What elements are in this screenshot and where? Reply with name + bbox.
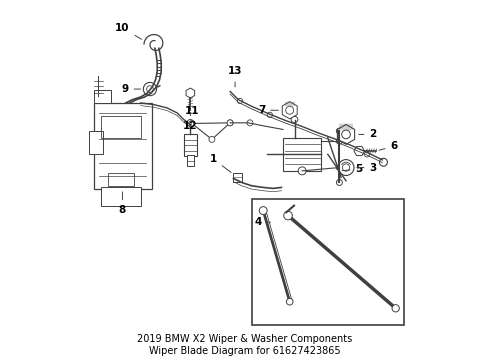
- Circle shape: [267, 112, 272, 117]
- Text: 12: 12: [183, 112, 197, 131]
- Circle shape: [143, 82, 157, 96]
- Circle shape: [227, 120, 233, 126]
- Bar: [94, 90, 111, 103]
- Text: 6: 6: [379, 141, 398, 151]
- Bar: [101, 188, 141, 206]
- Circle shape: [247, 120, 253, 126]
- Bar: [101, 116, 141, 138]
- Text: 13: 13: [228, 67, 243, 87]
- Text: 2: 2: [359, 130, 377, 139]
- Bar: [187, 155, 194, 166]
- Bar: [184, 134, 197, 156]
- Circle shape: [147, 86, 153, 93]
- Circle shape: [364, 152, 369, 157]
- Text: 8: 8: [119, 192, 126, 215]
- Bar: [283, 138, 321, 171]
- Circle shape: [237, 98, 243, 104]
- Circle shape: [227, 120, 233, 126]
- Circle shape: [209, 136, 215, 142]
- Text: 3: 3: [357, 163, 377, 172]
- Circle shape: [187, 120, 194, 126]
- Circle shape: [286, 106, 294, 114]
- Circle shape: [337, 180, 343, 185]
- Bar: [252, 199, 404, 325]
- Bar: [94, 103, 152, 189]
- Bar: [107, 172, 134, 186]
- Circle shape: [337, 165, 343, 171]
- Circle shape: [189, 121, 195, 126]
- Circle shape: [392, 305, 399, 312]
- Circle shape: [298, 167, 306, 175]
- Circle shape: [337, 138, 343, 144]
- Text: 11: 11: [185, 106, 199, 131]
- Circle shape: [343, 164, 350, 171]
- Text: 9: 9: [122, 84, 141, 94]
- Circle shape: [379, 158, 388, 166]
- Circle shape: [337, 128, 343, 134]
- Text: 7: 7: [258, 105, 278, 115]
- Circle shape: [338, 159, 354, 175]
- Text: 1: 1: [210, 154, 231, 172]
- Bar: [233, 172, 242, 183]
- Circle shape: [259, 207, 267, 215]
- Text: 2019 BMW X2 Wiper & Washer Components
Wiper Blade Diagram for 61627423865: 2019 BMW X2 Wiper & Washer Components Wi…: [137, 334, 353, 356]
- Text: 10: 10: [115, 23, 142, 39]
- Text: 4: 4: [255, 217, 270, 227]
- Circle shape: [286, 298, 293, 305]
- Circle shape: [342, 130, 350, 139]
- Bar: [89, 131, 102, 154]
- Circle shape: [284, 211, 293, 220]
- Circle shape: [291, 116, 298, 123]
- Text: 5: 5: [342, 164, 363, 174]
